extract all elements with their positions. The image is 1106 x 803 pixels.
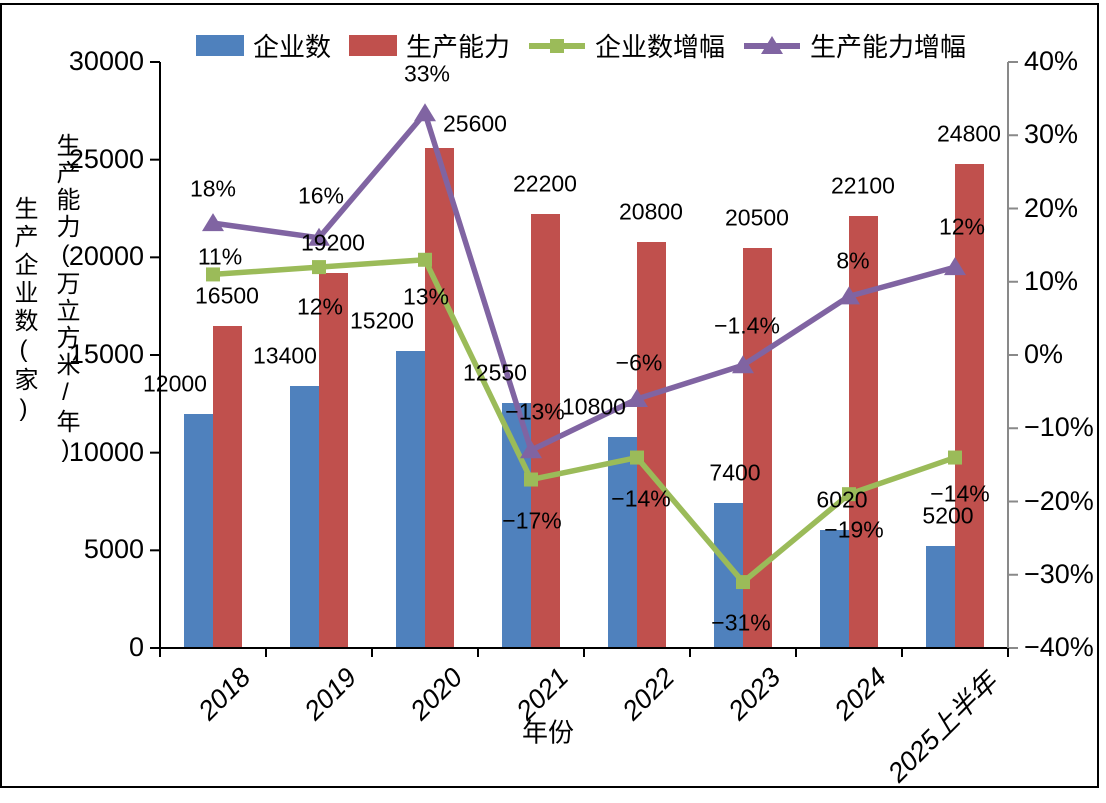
square-marker-enterprise-growth-2025上半年 <box>948 450 962 465</box>
bar-production-capacity-2025上半年 <box>955 163 984 648</box>
square-marker-enterprise-growth-2019 <box>312 260 326 275</box>
square-marker-enterprise-growth-2022 <box>630 450 644 465</box>
legend-item-enterprise-count: 企业数 <box>196 27 331 64</box>
bar-enterprise-count-2022 <box>608 437 637 648</box>
data-label-capacity-growth-2018: 18% <box>189 175 237 202</box>
data-label-enterprise-growth-2020: 13% <box>402 283 450 310</box>
data-label-enterprise-count-2024: 6020 <box>816 486 868 513</box>
left-axis-tick-label: 20000 <box>68 241 144 272</box>
left-axis-title-capacity: 生产能力(万立方米/年) <box>52 133 79 466</box>
data-label-capacity-growth-2025上半年: 12% <box>938 213 986 240</box>
data-label-capacity-growth-2023: −1.4% <box>714 312 780 339</box>
chart-legend: 企业数 生产能力 企业数增幅 生产能力增幅 <box>196 27 966 64</box>
data-label-production-capacity-2020: 25600 <box>443 110 507 137</box>
square-marker-enterprise-growth-2024 <box>842 487 856 502</box>
data-label-capacity-growth-2019: 16% <box>297 182 345 209</box>
data-label-enterprise-count-2021: 12550 <box>463 359 527 386</box>
bar-enterprise-count-2019 <box>290 386 319 648</box>
data-label-production-capacity-2024: 22100 <box>831 172 895 199</box>
data-label-capacity-growth-2024: 8% <box>836 247 870 274</box>
data-label-enterprise-count-2018: 12000 <box>143 370 207 397</box>
left-axis-tick-label: 30000 <box>68 46 144 76</box>
legend-marker-capacity-growth <box>744 35 801 54</box>
triangle-marker-capacity-growth-2023 <box>732 355 754 374</box>
line-capacity-growth <box>212 110 956 453</box>
square-marker-enterprise-growth-2018 <box>206 267 220 282</box>
left-axis-tick-label: 25000 <box>68 143 144 174</box>
x-axis-title: 年份 <box>521 717 575 748</box>
triangle-marker-capacity-growth-2018 <box>202 213 224 232</box>
bar-production-capacity-2022 <box>637 241 666 648</box>
data-label-enterprise-growth-2025上半年: −14% <box>930 480 990 507</box>
legend-swatch-production-capacity <box>349 35 398 56</box>
bar-enterprise-count-2020 <box>396 351 425 648</box>
right-axis-tick-label: −20% <box>1024 485 1094 516</box>
data-label-capacity-growth-2022: −6% <box>615 349 663 376</box>
triangle-marker-capacity-growth-2025上半年 <box>944 257 966 276</box>
bar-production-capacity-2018 <box>213 325 242 648</box>
data-label-enterprise-count-2019: 13400 <box>253 342 317 369</box>
triangle-marker-capacity-growth-2022 <box>626 388 648 407</box>
right-axis-tick-label: −30% <box>1024 558 1094 589</box>
data-label-enterprise-count-2025上半年: 5200 <box>922 502 974 529</box>
left-axis-tick-label: 0 <box>128 632 144 662</box>
data-label-enterprise-growth-2019: 12% <box>296 293 344 320</box>
bar-enterprise-count-2024 <box>820 530 849 648</box>
legend-swatch-enterprise-count <box>196 35 244 56</box>
data-label-production-capacity-2021: 22200 <box>513 170 577 197</box>
data-label-production-capacity-2018: 16500 <box>195 282 259 309</box>
legend-marker-enterprise-growth <box>529 38 586 53</box>
bar-production-capacity-2020 <box>425 147 454 648</box>
square-marker-enterprise-growth-2020 <box>418 252 432 267</box>
legend-label-capacity-growth: 生产能力增幅 <box>810 32 967 62</box>
data-label-capacity-growth-2021: −13% <box>505 398 565 425</box>
data-label-enterprise-growth-2023: −31% <box>711 609 771 636</box>
legend-label-production-capacity: 生产能力 <box>406 32 511 62</box>
bar-production-capacity-2021 <box>531 214 560 648</box>
triangle-marker-capacity-growth-2019 <box>308 227 330 246</box>
triangle-marker-capacity-growth-2021 <box>520 440 542 459</box>
bar-enterprise-count-2018 <box>184 413 213 648</box>
right-axis-tick-label: 30% <box>1024 119 1079 150</box>
legend-item-capacity-growth: 生产能力增幅 <box>743 27 966 64</box>
bar-production-capacity-2019 <box>319 272 348 648</box>
data-label-capacity-growth-2020: 33% <box>403 60 451 87</box>
data-label-enterprise-count-2023: 7400 <box>709 459 761 486</box>
line-enterprise-growth <box>212 257 956 585</box>
left-axis-tick-label: 15000 <box>68 339 144 369</box>
right-axis-tick-label: 40% <box>1024 46 1079 76</box>
data-label-enterprise-growth-2018: 11% <box>197 243 243 270</box>
data-label-production-capacity-2023: 20500 <box>725 204 789 231</box>
data-label-enterprise-count-2020: 15200 <box>350 307 414 334</box>
triangle-marker-capacity-growth-2020 <box>414 103 436 122</box>
data-label-production-capacity-2022: 20800 <box>619 198 683 225</box>
legend-item-production-capacity: 生产能力 <box>349 27 510 64</box>
bar-enterprise-count-2025上半年 <box>926 546 955 648</box>
right-axis-tick-label: 10% <box>1024 265 1079 296</box>
legend-item-enterprise-growth: 企业数增幅 <box>528 27 725 64</box>
right-axis-tick-label: 0% <box>1024 339 1064 369</box>
data-label-enterprise-growth-2024: −19% <box>824 516 884 543</box>
legend-label-enterprise-growth: 企业数增幅 <box>595 32 726 62</box>
data-label-enterprise-growth-2022: −14% <box>611 485 671 512</box>
left-axis-title-enterprises: 生产企业数(家) <box>10 196 37 426</box>
right-axis-tick-label: −40% <box>1024 632 1094 662</box>
square-marker-enterprise-growth-2021 <box>524 472 538 487</box>
data-label-enterprise-count-2022: 10800 <box>562 393 626 420</box>
square-marker-enterprise-growth-2023 <box>736 575 750 590</box>
triangle-marker-capacity-growth-2024 <box>838 286 860 305</box>
left-axis-tick-label: 10000 <box>68 436 144 467</box>
data-label-production-capacity-2025上半年: 24800 <box>937 120 1001 147</box>
data-label-enterprise-growth-2021: −17% <box>502 507 562 534</box>
data-label-production-capacity-2019: 19200 <box>301 229 365 256</box>
right-axis-tick-label: 20% <box>1024 192 1079 223</box>
right-axis-tick-label: −10% <box>1024 412 1094 443</box>
legend-label-enterprise-count: 企业数 <box>253 32 332 62</box>
left-axis-tick-label: 5000 <box>83 534 144 565</box>
